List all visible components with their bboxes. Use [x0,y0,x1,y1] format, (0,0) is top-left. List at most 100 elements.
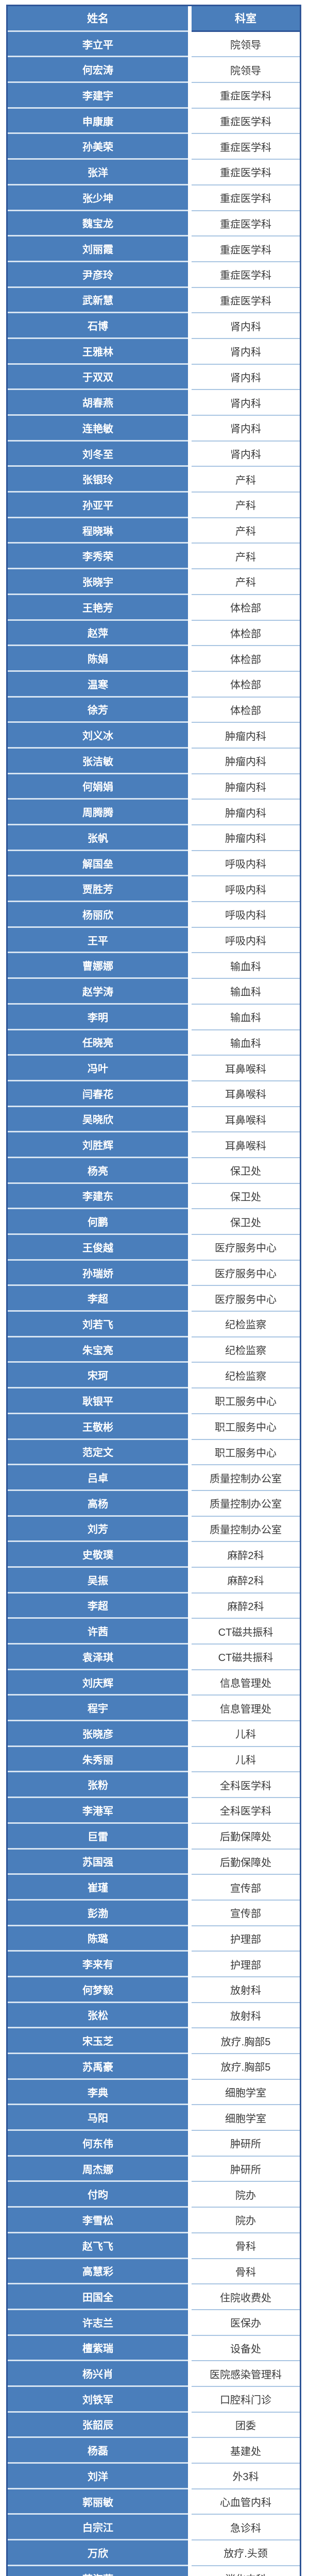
department-cell: 肿瘤内科 [192,723,300,749]
staff-name-cell: 范定文 [8,1439,188,1466]
department-cell: 院领导 [192,57,300,83]
department-cell: 院办 [192,2208,300,2233]
staff-name-cell: 许茜 [8,1619,188,1645]
column-divider [188,927,192,954]
department-cell: 重症医学科 [192,185,300,211]
staff-name-cell: 刘胜辉 [8,1132,188,1158]
staff-name-cell: 郭丽敏 [8,2489,188,2515]
column-divider [188,1645,192,1670]
column-divider [188,1414,192,1440]
department-cell: 宣传部 [192,1875,300,1901]
column-divider [188,2156,192,2182]
staff-name-cell: 刘芳 [8,1516,188,1543]
column-divider [188,338,192,365]
staff-name-cell: 胡春燕 [8,390,188,416]
staff-department-table: 姓名 科室 李立平 院领导 何宏涛 院领导 李建宇 重症医学科 申康康 重症医学科 孙美荣 重症医… [6,5,301,2576]
department-cell: 质量控制办公室 [192,1516,300,1543]
column-divider [188,2131,192,2157]
department-cell: 纪检监察 [192,1363,300,1389]
department-cell: 肾内科 [192,338,300,365]
column-divider [188,2054,192,2080]
column-divider [188,416,192,442]
column-divider [188,1567,192,1594]
column-divider [188,2028,192,2054]
department-cell: 职工服务中心 [192,1439,300,1466]
department-cell: 肾内科 [192,364,300,391]
department-cell: 医院感染管理科 [192,2361,300,2387]
staff-name-cell: 解国垒 [8,851,188,877]
column-divider [188,902,192,928]
department-cell: 护理部 [192,1926,300,1952]
department-cell: 消化内科 [192,2566,300,2576]
staff-name-cell: 吕卓 [8,1465,188,1491]
department-cell: 医疗服务中心 [192,1260,300,1286]
staff-name-cell: 何梦毅 [8,1977,188,2003]
staff-name-cell: 周腾腾 [8,800,188,825]
column-divider [188,2361,192,2387]
column-divider [188,1900,192,1926]
department-cell: 医疗服务中心 [192,1235,300,1261]
column-divider [188,1286,192,1312]
staff-name-cell: 刘铁军 [8,2386,188,2413]
column-divider [188,134,192,160]
staff-name-cell: 王敬彬 [8,1414,188,1440]
department-cell: 基建处 [192,2438,300,2464]
column-divider [188,160,192,185]
department-cell: 院领导 [192,31,300,58]
column-divider [188,851,192,877]
staff-name-cell: 何娟娟 [8,774,188,800]
department-cell: 呼吸内科 [192,851,300,877]
column-divider [188,1107,192,1133]
department-cell: 肾内科 [192,313,300,339]
department-cell: 重症医学科 [192,236,300,262]
column-divider [188,1158,192,1184]
column-divider [188,2233,192,2259]
staff-name-cell: 朱宝亮 [8,1337,188,1363]
column-header-dept: 科室 [192,6,300,32]
department-cell: 输血科 [192,953,300,979]
column-divider [188,313,192,339]
staff-name-cell: 张洁敏 [8,748,188,774]
column-divider [188,441,192,467]
column-divider [188,1132,192,1158]
column-divider [188,1209,192,1235]
department-cell: 呼吸内科 [192,902,300,928]
column-divider [188,518,192,544]
column-divider [188,671,192,698]
department-cell: 职工服务中心 [192,1388,300,1414]
staff-name-cell: 刘冬至 [8,441,188,467]
department-cell: 护理部 [192,1952,300,1977]
department-cell: 肿研所 [192,2131,300,2157]
department-cell: 质量控制办公室 [192,1465,300,1491]
staff-name-cell: 张晓彦 [8,1721,188,1747]
column-divider [188,876,192,903]
department-cell: 儿科 [192,1747,300,1773]
staff-name-cell: 苏禹豪 [8,2054,188,2080]
staff-name-cell: 贾胜芳 [8,876,188,903]
column-divider [188,569,192,595]
staff-name-cell: 宋珂 [8,1363,188,1389]
column-divider [188,1337,192,1363]
column-divider [188,1490,192,1517]
staff-name-cell: 闫春花 [8,1081,188,1107]
staff-name-cell: 魏宝龙 [8,211,188,237]
department-cell: 全科医学科 [192,1798,300,1824]
column-divider [188,1235,192,1261]
staff-name-cell: 武新慧 [8,287,188,314]
staff-name-cell: 李建宇 [8,83,188,109]
column-divider [188,2489,192,2515]
staff-name-cell: 杨亮 [8,1158,188,1184]
department-cell: 肾内科 [192,441,300,467]
department-cell: 肿瘤内科 [192,825,300,851]
department-cell: 体检部 [192,595,300,621]
staff-name-cell: 李立平 [8,31,188,58]
department-cell: 耳鼻喉科 [192,1132,300,1158]
department-cell: 心血管内科 [192,2489,300,2515]
department-cell: 肾内科 [192,390,300,416]
department-cell: 肿研所 [192,2156,300,2182]
staff-name-cell: 程晓琳 [8,518,188,544]
column-divider [188,1056,192,1081]
column-divider [188,1183,192,1210]
staff-name-cell: 刘丽霞 [8,236,188,262]
staff-name-cell: 温寒 [8,671,188,698]
